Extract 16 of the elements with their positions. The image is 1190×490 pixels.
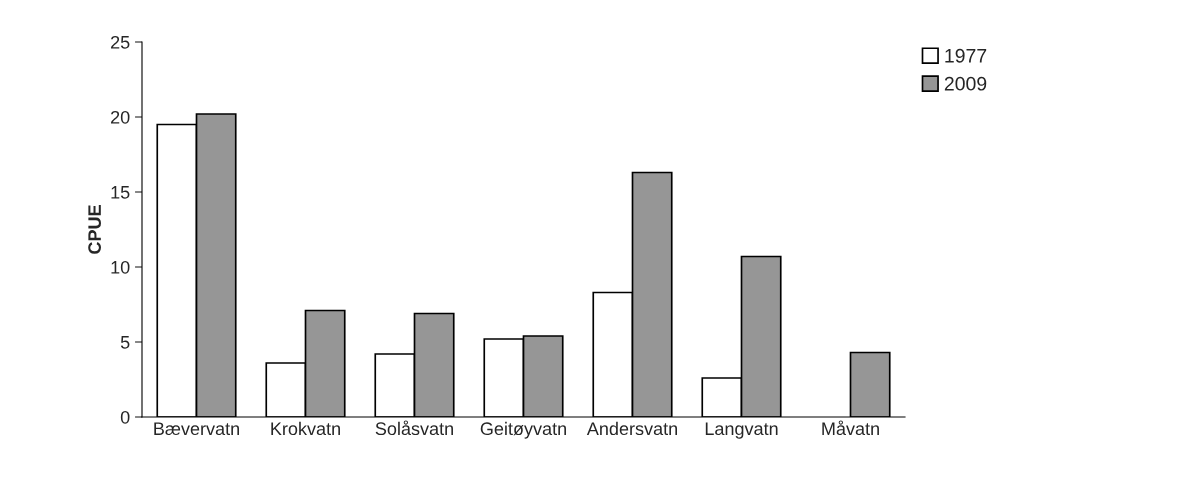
y-tick-label: 15 xyxy=(111,186,130,199)
legend-label: 2009 xyxy=(944,76,987,91)
x-tick-label: Måvatn xyxy=(822,420,879,436)
x-tick-label: Solåsvatn xyxy=(375,420,453,436)
y-tick-label: 20 xyxy=(111,110,130,124)
y-tick-label: 10 xyxy=(111,260,130,274)
legend-label: 1977 xyxy=(945,48,987,63)
x-tick-label: Geitøyvatn xyxy=(480,421,566,439)
y-axis-title: CPUE xyxy=(88,205,101,254)
x-tick-label: Krokvatn xyxy=(271,421,340,436)
x-tick-label: Bævervatn xyxy=(154,422,239,436)
y-tick-label: 5 xyxy=(120,336,130,349)
x-tick-label: Andersvatn xyxy=(586,421,677,436)
x-tick-label: Langvatn xyxy=(705,422,778,439)
y-tick-label: 25 xyxy=(111,35,130,49)
y-tick-label: 0 xyxy=(120,410,130,424)
